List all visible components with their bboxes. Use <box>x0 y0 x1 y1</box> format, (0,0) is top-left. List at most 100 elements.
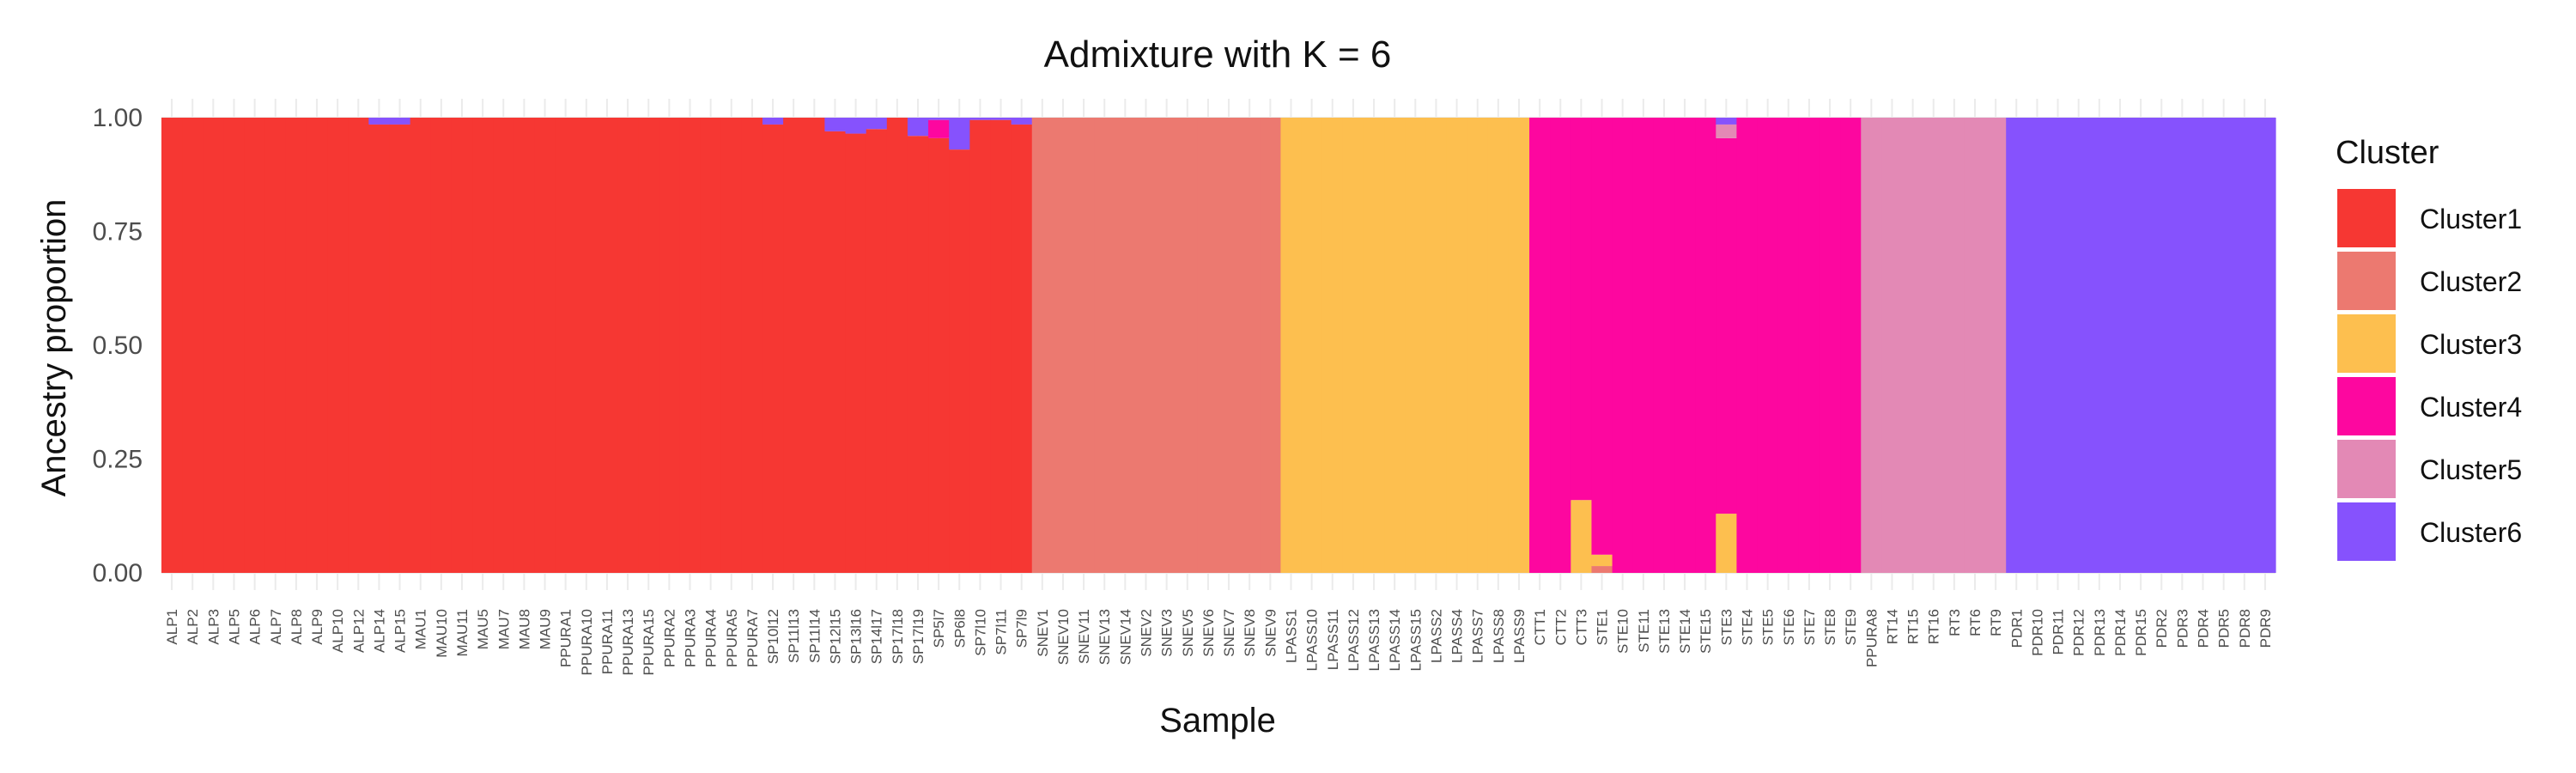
bar-segment-cluster2-snev10 <box>1052 118 1074 573</box>
x-tick-label: PPURA15 <box>641 609 657 675</box>
x-tick-label: RT16 <box>1926 609 1942 644</box>
x-tick-label: LPASS15 <box>1407 609 1424 671</box>
legend-label-cluster2: Cluster2 <box>2420 266 2522 297</box>
x-tick-label: MAU8 <box>516 609 532 649</box>
bar-segment-cluster1-alp15 <box>389 124 411 573</box>
bar-segment-cluster6-sp6l8 <box>949 118 970 150</box>
bar-segment-cluster1-alp1 <box>161 118 183 573</box>
x-axis-title: Sample <box>1159 702 1276 740</box>
x-tick-label: ALP9 <box>309 609 325 645</box>
bar-segment-cluster6-sp10l12 <box>762 118 784 125</box>
bar-segment-cluster6-sp7l11 <box>990 118 1012 120</box>
x-tick-label: RT14 <box>1884 609 1900 644</box>
x-tick-label: SNEV3 <box>1159 609 1176 657</box>
x-tick-label: PPURA8 <box>1863 609 1880 667</box>
x-tick-label: STE3 <box>1718 609 1735 646</box>
x-tick-label: LPASS1 <box>1283 609 1299 663</box>
bar-segment-cluster6-pdr11 <box>2047 118 2069 573</box>
x-tick-label: PPURA7 <box>744 609 761 667</box>
x-tick-label: STE13 <box>1656 609 1673 654</box>
bar-segment-cluster1-ppura1 <box>555 118 577 573</box>
x-tick-label: SP7l10 <box>972 609 988 656</box>
bar-segment-cluster3-lpass8 <box>1487 118 1510 573</box>
bar-segment-cluster1-alp5 <box>223 118 246 573</box>
bar-segment-cluster4-ste5 <box>1757 118 1779 573</box>
x-tick-label: MAU11 <box>454 609 471 656</box>
bar-segment-cluster1-ppura15 <box>638 118 659 573</box>
bar-segment-cluster3-lpass12 <box>1342 118 1364 573</box>
bar-segment-cluster2-snev5 <box>1176 118 1199 573</box>
bar-segment-cluster4-ste6 <box>1777 118 1800 573</box>
bar-segment-cluster5-rt9 <box>1985 118 2007 573</box>
y-tick-label: 0.75 <box>93 218 143 247</box>
legend-label-cluster1: Cluster1 <box>2420 204 2522 234</box>
x-tick-label: MAU5 <box>475 609 491 649</box>
bar-segment-cluster1-alp14 <box>368 124 391 573</box>
bar-segment-cluster6-pdr15 <box>2130 118 2152 573</box>
bar-segment-cluster6-sp12l15 <box>824 118 847 131</box>
bar-segment-cluster1-sp10l12 <box>762 124 784 573</box>
bar-segment-cluster6-pdr13 <box>2088 118 2111 573</box>
bar-segment-cluster6-pdr2 <box>2151 118 2172 573</box>
x-tick-label: RT3 <box>1947 609 1963 636</box>
x-tick-label: ALP5 <box>226 609 242 645</box>
x-tick-label: PPURA3 <box>683 609 699 667</box>
bar-segment-cluster6-pdr3 <box>2172 118 2194 573</box>
bar-segment-cluster1-alp8 <box>285 118 307 573</box>
x-tick-label: SP10l12 <box>765 609 781 664</box>
x-tick-label: PDR2 <box>2154 609 2170 648</box>
legend-swatch-cluster2 <box>2337 252 2396 310</box>
x-tick-label: SNEV2 <box>1139 609 1155 657</box>
x-tick-label: SNEV8 <box>1242 609 1258 657</box>
x-tick-label: LPASS13 <box>1366 609 1382 671</box>
bar-segment-cluster1-ppura3 <box>679 118 702 573</box>
x-tick-label: SNEV1 <box>1035 609 1051 657</box>
x-tick-label: SP5l7 <box>931 609 947 648</box>
x-tick-label: PPURA5 <box>724 609 740 667</box>
x-tick-label: PDR4 <box>2196 609 2212 648</box>
bar-segment-cluster5-rt3 <box>1943 118 1965 573</box>
bar-segment-cluster1-mau9 <box>534 118 556 573</box>
bar-segment-cluster2-snev13 <box>1094 118 1115 573</box>
x-tick-label: STE11 <box>1636 609 1652 653</box>
bar-segment-cluster1-sp11l14 <box>804 118 825 573</box>
x-tick-label: STE14 <box>1677 609 1693 654</box>
x-tick-label: SNEV14 <box>1117 609 1133 665</box>
x-tick-label: SP6l8 <box>951 609 968 648</box>
x-tick-label: SP13l16 <box>848 609 865 664</box>
bar-segment-cluster1-alp6 <box>244 118 266 573</box>
bar-segment-cluster1-alp3 <box>203 118 225 573</box>
legend-swatch-cluster4 <box>2337 377 2396 435</box>
bar-segment-cluster1-sp7l9 <box>1011 124 1033 573</box>
x-tick-label: SP12l15 <box>827 609 843 664</box>
x-tick-label: PDR15 <box>2133 609 2149 656</box>
bar-segment-cluster2-snev2 <box>1135 118 1157 573</box>
x-tick-label: ALP1 <box>164 609 180 645</box>
x-tick-label: PPURA11 <box>599 609 616 674</box>
x-tick-label: SP7l11 <box>993 609 1010 655</box>
x-tick-label: PPURA4 <box>703 609 720 667</box>
bar-segment-cluster1-sp17l18 <box>886 118 908 573</box>
x-tick-label: STE8 <box>1822 609 1838 646</box>
bar-segment-cluster3-lpass4 <box>1446 118 1468 573</box>
bar-segment-cluster1-sp6l8 <box>949 149 970 573</box>
x-tick-label: MAU1 <box>413 609 429 649</box>
x-tick-label: STE5 <box>1760 609 1777 646</box>
x-tick-label: LPASS9 <box>1511 609 1528 663</box>
bar-segment-cluster3-lpass1 <box>1280 118 1303 573</box>
bar-segment-cluster2-snev14 <box>1115 118 1137 573</box>
bar-segment-cluster4-ste14 <box>1674 118 1696 573</box>
bar-segment-cluster6-pdr8 <box>2233 118 2256 573</box>
x-tick-label: ALP2 <box>185 609 201 645</box>
bar-segment-cluster4-sp5l7 <box>928 119 950 138</box>
x-tick-label: SNEV6 <box>1200 609 1217 657</box>
bar-segment-cluster1-mau5 <box>472 118 494 573</box>
x-tick-label: LPASS10 <box>1304 609 1321 671</box>
legend-label-cluster4: Cluster4 <box>2420 392 2522 423</box>
bar-segment-cluster5-rt14 <box>1881 118 1904 573</box>
bar-segment-cluster1-alp12 <box>348 118 369 573</box>
x-tick-label: SNEV7 <box>1221 609 1237 657</box>
x-tick-label: PDR5 <box>2216 609 2233 648</box>
bar-segment-cluster2-ste1 <box>1591 566 1613 573</box>
